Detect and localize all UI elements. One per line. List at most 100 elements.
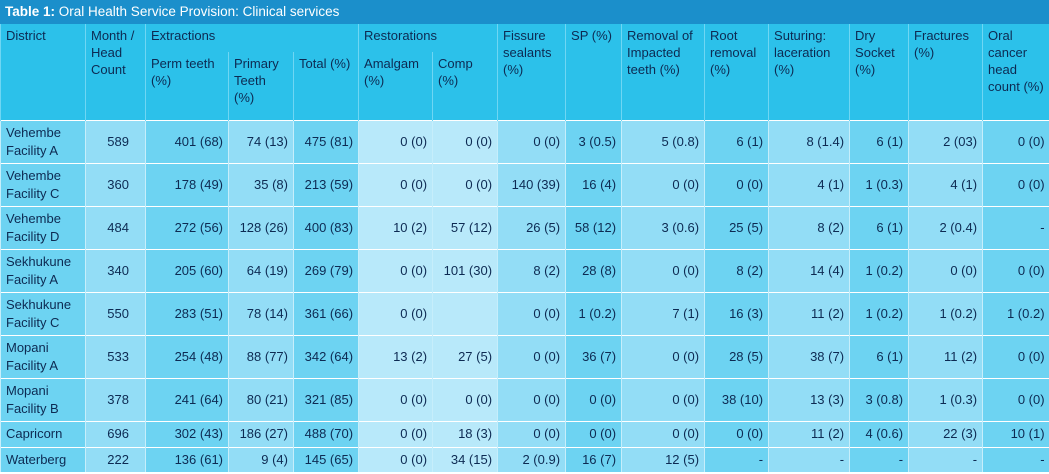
column-header: Dry Socket (%) [849, 24, 909, 120]
data-cell: 10 (2) [358, 205, 433, 249]
district-cell: Mopani Facility A [0, 334, 86, 378]
data-cell: 1 (0.2) [982, 291, 1049, 335]
data-cell: 1 (0.3) [849, 162, 909, 206]
data-cell: 74 (13) [228, 119, 294, 163]
data-cell: 550 [85, 291, 146, 335]
data-cell: 0 (0) [497, 377, 566, 421]
data-cell: 0 (0) [621, 377, 705, 421]
data-cell: 7 (1) [621, 291, 705, 335]
data-cell: - [982, 205, 1049, 249]
district-cell: Sekhukune Facility C [0, 291, 86, 335]
data-cell: 6 (1) [849, 119, 909, 163]
table-row: Vehembe Facility A 589 401 (68) 74 (13) 475 … [0, 119, 1049, 163]
data-cell: 78 (14) [228, 291, 294, 335]
table-row: Waterberg 222 136 (61) 9 (4) 145 (65) 0 (0) 34… [0, 446, 1049, 472]
table-row: Mopani Facility A 533 254 (48) 88 (77) 342 (… [0, 334, 1049, 378]
district-cell: Mopani Facility B [0, 377, 86, 421]
table-title: Oral Health Service Provision: Clinical … [58, 4, 340, 19]
data-cell: 6 (1) [704, 119, 769, 163]
data-cell: 213 (59) [292, 162, 359, 206]
column-header: Month / Head Count [85, 24, 146, 120]
column-header: Fractures (%) [908, 24, 983, 120]
data-cell: 1 (0.2) [565, 291, 622, 335]
district-cell: Vehembe Facility D [0, 205, 86, 249]
data-cell: 1 (0.2) [908, 291, 983, 335]
column-header: Removal of Impacted teeth (%) [621, 24, 705, 120]
data-cell: 696 [85, 420, 146, 447]
table-row: Capricorn 696 302 (43) 186 (27) 488 (70) 0 (0… [0, 420, 1049, 447]
column-header: Root removal (%) [704, 24, 769, 120]
table-row: Vehembe Facility D 484 272 (56) 128 (26) 400… [0, 205, 1049, 249]
data-cell: - [768, 446, 850, 472]
data-cell: 378 [85, 377, 146, 421]
data-cell: 38 (10) [704, 377, 769, 421]
data-cell: 0 (0) [432, 162, 498, 206]
data-cell: 12 (5) [621, 446, 705, 472]
group-header: Extractions [144, 24, 359, 52]
data-cell: 0 (0) [358, 248, 433, 292]
column-header: Amalgam (%) [358, 52, 433, 120]
column-header: Primary Teeth (%) [228, 52, 294, 120]
data-cell: 1 (0.3) [908, 377, 983, 421]
data-cell: 0 (0) [621, 162, 705, 206]
data-cell: 0 (0) [358, 291, 433, 335]
table-title-bar: Table 1: Oral Health Service Provision: … [0, 0, 1049, 24]
data-cell: 0 (0) [358, 119, 433, 163]
data-cell: 0 (0) [704, 162, 769, 206]
data-cell: 589 [85, 119, 146, 163]
data-cell: 0 (0) [497, 119, 566, 163]
data-cell: - [849, 446, 909, 472]
data-cell: 3 (0.5) [565, 119, 622, 163]
data-cell: - [982, 446, 1049, 472]
data-cell: 360 [85, 162, 146, 206]
column-header: Fissure sealants (%) [497, 24, 566, 120]
table-row: Vehembe Facility C 360 178 (49) 35 (8) 213 (… [0, 162, 1049, 206]
data-cell: 16 (4) [565, 162, 622, 206]
data-cell: 38 (7) [768, 334, 850, 378]
data-cell: 0 (0) [621, 334, 705, 378]
data-cell: 101 (30) [432, 248, 498, 292]
data-cell: 4 (1) [908, 162, 983, 206]
data-cell: 0 (0) [565, 420, 622, 447]
data-cell: 88 (77) [228, 334, 294, 378]
data-cell: 241 (64) [145, 377, 229, 421]
data-cell: 400 (83) [292, 205, 359, 249]
data-cell: 8 (2) [704, 248, 769, 292]
data-cell: 4 (1) [768, 162, 850, 206]
data-cell: 0 (0) [621, 248, 705, 292]
data-cell: 0 (0) [358, 420, 433, 447]
column-header: Total (%) [292, 52, 359, 120]
data-cell: 2 (0.9) [497, 446, 566, 472]
data-cell: 6 (1) [849, 334, 909, 378]
data-cell: 178 (49) [145, 162, 229, 206]
district-cell: Waterberg [0, 446, 86, 472]
data-cell: 145 (65) [292, 446, 359, 472]
data-cell: 64 (19) [228, 248, 294, 292]
data-cell: 8 (2) [768, 205, 850, 249]
data-cell: 8 (1.4) [768, 119, 850, 163]
data-cell: 2 (03) [908, 119, 983, 163]
data-cell: - [908, 446, 983, 472]
data-cell: 222 [85, 446, 146, 472]
data-cell: 36 (7) [565, 334, 622, 378]
data-cell: 27 (5) [432, 334, 498, 378]
district-cell: Sekhukune Facility A [0, 248, 86, 292]
table-head: District Month / Head Count Extractions … [0, 24, 1049, 120]
column-header: SP (%) [565, 24, 622, 120]
data-cell: 0 (0) [432, 119, 498, 163]
district-cell: Vehembe Facility C [0, 162, 86, 206]
column-header: Suturing: laceration (%) [768, 24, 850, 120]
data-cell: 0 (0) [982, 162, 1049, 206]
data-cell: 0 (0) [982, 334, 1049, 378]
data-cell: 35 (8) [228, 162, 294, 206]
table-row: Mopani Facility B 378 241 (64) 80 (21) 321 (… [0, 377, 1049, 421]
data-cell: 57 (12) [432, 205, 498, 249]
data-cell: 0 (0) [982, 119, 1049, 163]
data-cell: 401 (68) [145, 119, 229, 163]
data-cell: 0 (0) [358, 162, 433, 206]
data-cell: 488 (70) [292, 420, 359, 447]
data-cell: 0 (0) [621, 420, 705, 447]
column-header: Comp (%) [432, 52, 498, 120]
data-cell: 8 (2) [497, 248, 566, 292]
